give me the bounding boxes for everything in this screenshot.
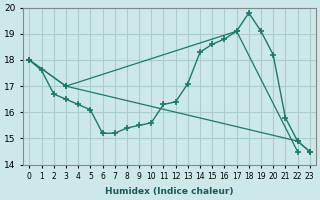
X-axis label: Humidex (Indice chaleur): Humidex (Indice chaleur): [105, 187, 234, 196]
